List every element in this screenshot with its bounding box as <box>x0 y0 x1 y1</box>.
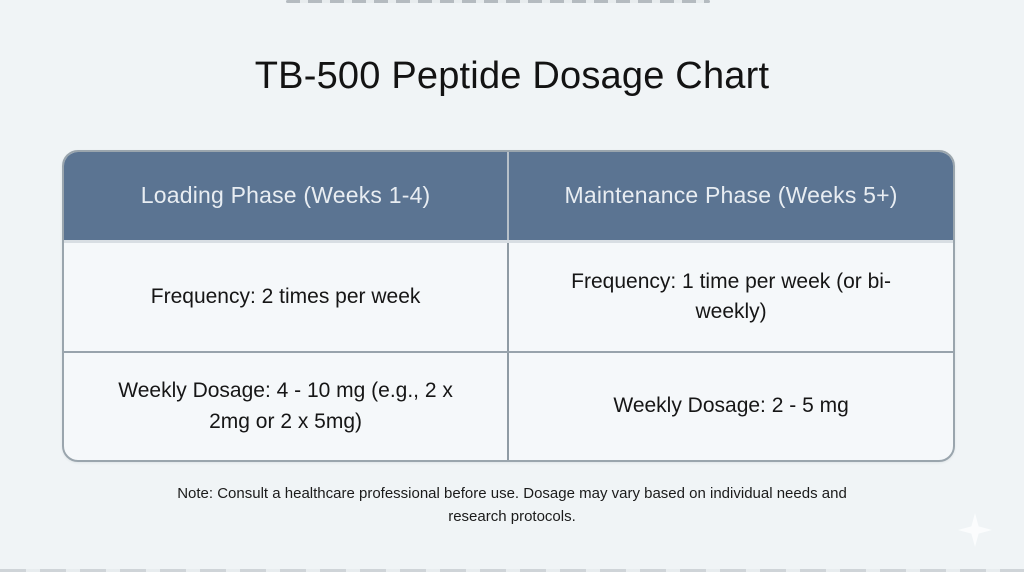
cell-loading-dosage: Weekly Dosage: 4 - 10 mg (e.g., 2 x 2mg … <box>118 379 453 433</box>
cell-maintenance-dosage: Weekly Dosage: 2 - 5 mg <box>507 353 953 460</box>
cropped-text-artifact-top <box>286 0 710 3</box>
page-title: TB-500 Peptide Dosage Chart <box>254 55 770 97</box>
cell-loading-frequency: Frequency: 2 times per week <box>150 284 421 308</box>
table-row-weekly-dosage: Weekly Dosage: 4 - 10 mg (e.g., 2 x 2mg … <box>64 351 953 460</box>
sparkle-watermark-icon <box>958 513 992 547</box>
table-row-frequency: Frequency: 2 times per week Frequency: 1… <box>64 243 953 351</box>
cropped-frame-artifact-bottom <box>0 569 1024 572</box>
header-maintenance-phase: Maintenance Phase (Weeks 5+) <box>507 152 953 240</box>
dosage-table: Loading Phase (Weeks 1-4) Maintenance Ph… <box>62 150 955 462</box>
cell-maintenance-frequency: Frequency: 1 time per week (or bi-weekly… <box>507 243 953 351</box>
header-loading-phase: Loading Phase (Weeks 1-4) <box>140 182 431 209</box>
disclaimer-note: Note: Consult a healthcare professional … <box>177 485 847 526</box>
table-header-row: Loading Phase (Weeks 1-4) Maintenance Ph… <box>64 152 953 243</box>
